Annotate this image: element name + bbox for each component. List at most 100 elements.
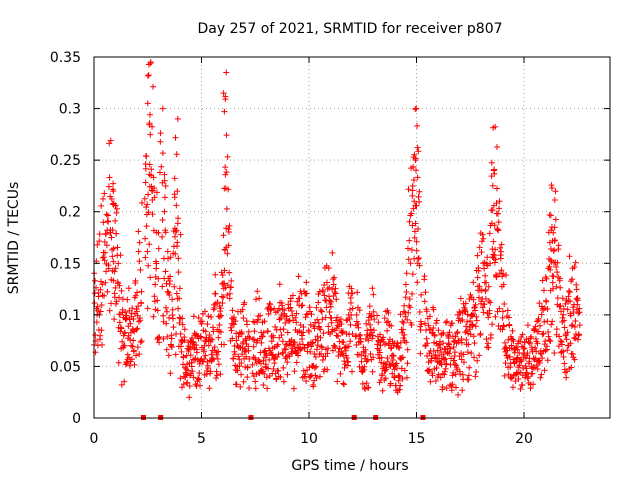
data-point [436,338,443,345]
data-point [130,337,137,344]
data-point [280,378,287,385]
data-point [148,166,155,173]
data-point [278,332,285,339]
data-point [102,249,109,256]
data-point [347,299,354,306]
data-point [118,381,125,388]
data-point [104,218,111,225]
data-point [439,384,446,391]
data-point [480,235,487,242]
data-point [98,302,105,309]
data-point [466,326,473,333]
data-point [160,312,167,319]
data-point [519,381,526,388]
data-point [121,329,128,336]
data-point [409,192,416,199]
data-point [436,352,443,359]
data-point [289,292,296,299]
data-point [224,250,231,257]
data-point [468,321,475,328]
data-point [470,310,477,317]
data-point [564,306,571,313]
data-point [146,161,153,168]
data-point [124,351,131,358]
data-point [117,328,124,335]
data-point [239,345,246,352]
data-point [422,320,429,327]
data-point [547,338,554,345]
data-point [405,256,412,263]
data-point [554,269,561,276]
data-point [150,174,157,181]
data-point [317,334,324,341]
data-point [270,334,277,341]
data-point [405,186,412,193]
data-point [320,330,327,337]
data-point [212,290,219,297]
data-point [495,219,502,226]
data-point [147,274,154,281]
data-point [576,331,583,338]
data-point [243,353,250,360]
data-point [128,356,135,363]
data-point [489,182,496,189]
data-point [520,344,527,351]
data-point [101,190,108,197]
data-point [399,318,406,325]
data-point [405,309,412,316]
data-point [315,299,322,306]
data-point [465,372,472,379]
data-point [575,310,582,317]
data-point [297,345,304,352]
data-point [221,280,228,287]
data-point [549,285,556,292]
data-point [488,220,495,227]
data-point [154,307,161,314]
data-point [395,343,402,350]
data-point [324,350,331,357]
data-point [213,375,220,382]
data-point [121,342,128,349]
data-point [437,374,444,381]
data-point [370,327,377,334]
data-point [233,337,240,344]
data-point [116,282,123,289]
data-point [147,131,154,138]
data-point [490,251,497,258]
data-point [230,314,237,321]
data-point [412,167,419,174]
data-point [441,371,448,378]
data-point [477,330,484,337]
data-point [96,238,103,245]
data-point [289,312,296,319]
data-point [509,327,516,334]
data-point [547,266,554,273]
data-point [134,289,141,296]
data-point [142,254,149,261]
data-point [540,330,547,337]
x-tick-label: 20 [515,431,533,447]
data-point [501,301,508,308]
data-point [314,337,321,344]
data-point [254,288,261,295]
y-tick-label: 0.1 [59,308,81,324]
data-point [370,354,377,361]
data-point [190,338,197,345]
data-point [560,348,567,355]
data-point [251,328,258,335]
data-point [517,386,524,393]
data-point [202,352,209,359]
data-point [172,134,179,141]
data-point [228,327,235,334]
data-point [409,271,416,278]
data-point [114,244,121,251]
data-point [349,331,356,338]
data-point [110,245,117,252]
data-point [132,292,139,299]
data-point [313,363,320,370]
data-point [130,315,137,322]
data-point [571,264,578,271]
data-point [112,300,119,307]
data-point [326,284,333,291]
data-point [561,324,568,331]
